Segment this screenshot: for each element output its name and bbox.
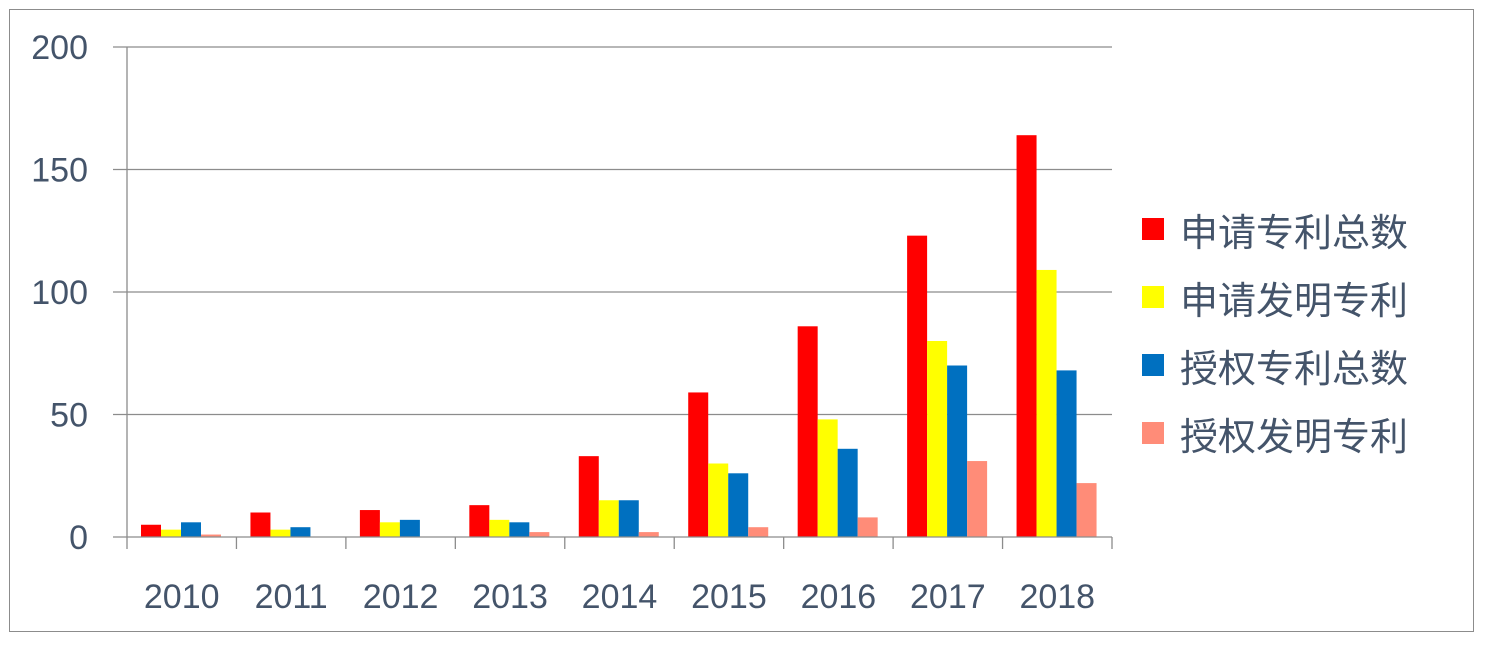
legend-label: 授权专利总数 — [1180, 346, 1409, 391]
x-tick-label: 2010 — [144, 578, 220, 616]
bar — [578, 456, 599, 537]
bar — [728, 473, 749, 537]
bar — [469, 505, 490, 537]
bar — [290, 527, 311, 537]
bar — [927, 341, 948, 537]
gridlines — [113, 46, 1112, 416]
y-tick-label: 50 — [50, 397, 88, 435]
bar — [529, 532, 550, 537]
x-tick-label: 2017 — [910, 578, 986, 616]
axes — [113, 47, 1113, 549]
bars — [141, 135, 1097, 537]
legend-item: 申请专利总数 — [1142, 195, 1408, 263]
bar — [379, 522, 400, 537]
bar — [489, 519, 510, 537]
bar — [270, 529, 291, 537]
bar — [1076, 483, 1097, 537]
bar — [509, 522, 530, 537]
bar — [857, 517, 878, 537]
bar — [837, 448, 858, 537]
legend-swatch — [1142, 218, 1164, 240]
y-tick-label: 200 — [31, 29, 88, 67]
x-tick-label: 2018 — [1019, 578, 1095, 616]
y-tick-label: 100 — [31, 274, 88, 312]
legend-swatch — [1142, 422, 1164, 444]
bar — [250, 512, 271, 537]
x-tick-label: 2013 — [472, 578, 548, 616]
bar — [817, 419, 838, 537]
bar — [907, 235, 928, 537]
bar — [688, 392, 709, 537]
bar — [708, 463, 729, 537]
x-tick-label: 2015 — [691, 578, 767, 616]
legend-item: 授权发明专利 — [1142, 399, 1408, 467]
bar — [399, 519, 420, 537]
bar — [598, 500, 619, 537]
bar — [618, 500, 639, 537]
bar — [141, 524, 161, 537]
x-tick-label: 2014 — [582, 578, 658, 616]
bar — [797, 326, 818, 537]
bar — [181, 522, 201, 537]
legend-swatch — [1142, 286, 1164, 308]
legend-label: 申请专利总数 — [1180, 210, 1409, 255]
bar — [201, 534, 221, 537]
x-tick-label: 2012 — [363, 578, 439, 616]
bar — [1036, 269, 1057, 537]
x-tick-label: 2016 — [801, 578, 877, 616]
bar — [359, 510, 380, 537]
x-tick-labels: 2010 2011 2012 2013 2014 2015 2016 2017 2018 — [144, 578, 1095, 616]
legend-label: 申请发明专利 — [1180, 278, 1409, 323]
x-tick-label: 2011 — [255, 578, 328, 616]
bar — [748, 527, 769, 537]
bar — [967, 461, 988, 537]
bar — [1056, 370, 1077, 537]
bar — [1016, 135, 1037, 537]
y-tick-label: 150 — [31, 152, 88, 190]
bar — [638, 532, 659, 537]
bar — [947, 365, 968, 537]
legend: 申请专利总数 申请发明专利 授权专利总数 授权发明专利 — [1142, 195, 1408, 467]
legend-item: 申请发明专利 — [1142, 263, 1408, 331]
legend-swatch — [1142, 354, 1164, 376]
bar — [161, 529, 181, 537]
legend-item: 授权专利总数 — [1142, 331, 1408, 399]
y-tick-label: 0 — [69, 519, 88, 557]
legend-label: 授权发明专利 — [1180, 414, 1409, 459]
y-tick-labels: 0 50 100 150 200 — [31, 29, 88, 557]
